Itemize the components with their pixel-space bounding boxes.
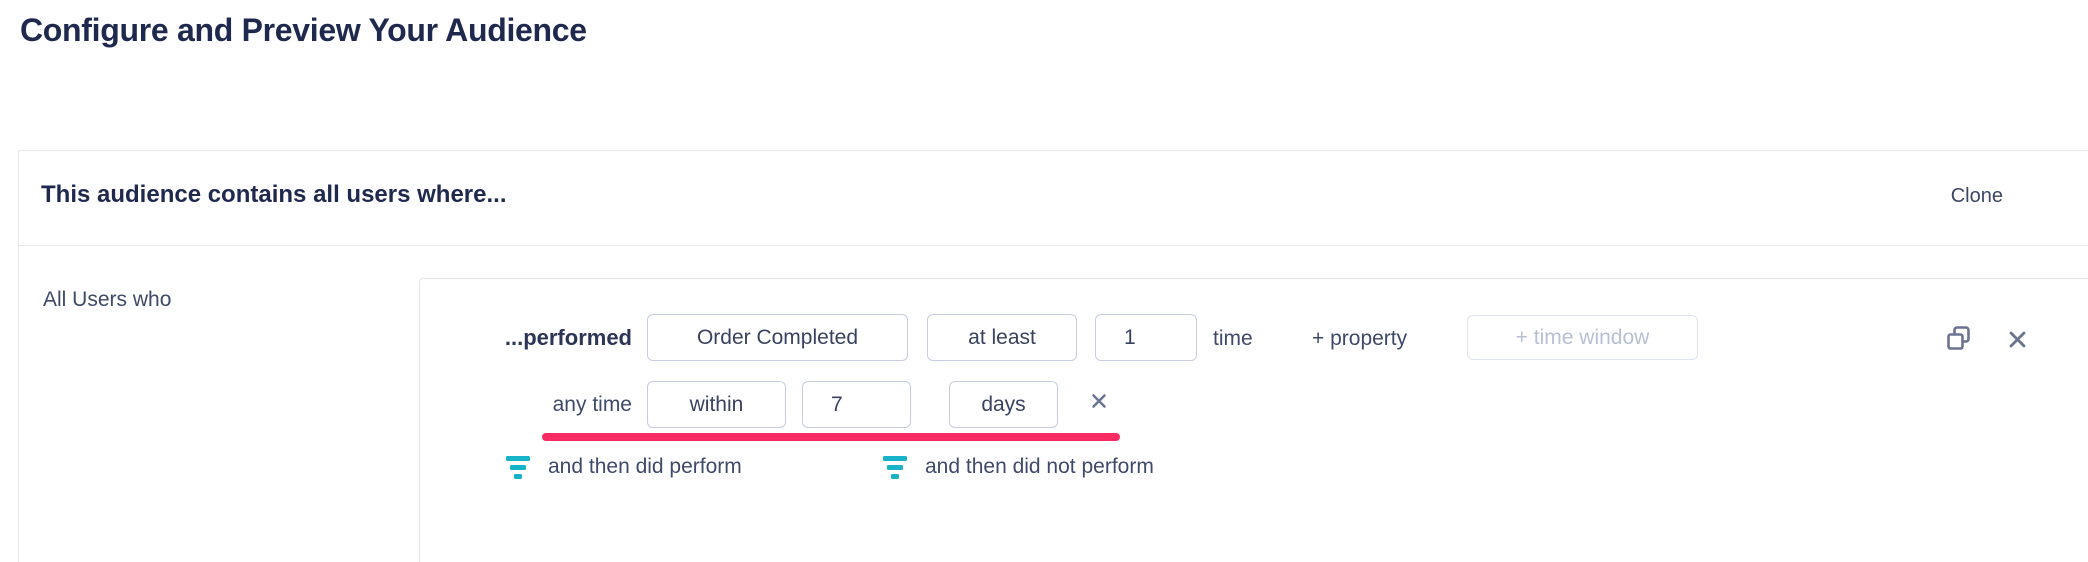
audience-panel: This audience contains all users where..… (18, 150, 2088, 562)
any-time-label: any time (552, 393, 632, 416)
time-window-unit-select[interactable]: days (949, 381, 1058, 428)
time-suffix-label: time (1213, 327, 1253, 350)
add-time-window-button[interactable]: + time window (1467, 315, 1698, 360)
frequency-count-input[interactable] (1095, 314, 1197, 361)
time-window-amount-input[interactable] (802, 381, 911, 428)
clone-button[interactable]: Clone (1950, 185, 2003, 207)
duplicate-icon (1946, 326, 1972, 355)
panel-body: All Users who ...performed Order Complet… (19, 246, 2088, 562)
and-then-did-not-perform-button[interactable]: and then did not perform (883, 455, 1154, 479)
frequency-operator-select[interactable]: at least (927, 314, 1077, 361)
funnel-icon (883, 455, 907, 479)
within-operator-select[interactable]: within (647, 381, 786, 428)
add-property-button[interactable]: + property (1312, 327, 1408, 350)
time-window-highlight-underline (542, 433, 1120, 441)
and-then-did-perform-label: and then did perform (548, 455, 742, 478)
panel-header: This audience contains all users where..… (19, 151, 2088, 246)
duplicate-condition-button[interactable] (1946, 325, 1972, 352)
close-icon (2008, 331, 2027, 352)
remove-time-window-button[interactable] (1091, 393, 1107, 409)
page-title: Configure and Preview Your Audience (20, 12, 587, 48)
performed-label: ...performed (504, 325, 632, 350)
close-icon (1091, 394, 1107, 412)
funnel-icon (506, 455, 530, 479)
and-then-did-not-perform-label: and then did not perform (925, 455, 1154, 478)
panel-title: This audience contains all users where..… (41, 181, 507, 208)
membership-label: All Users who (43, 288, 172, 311)
event-condition-card: ...performed Order Completed at least ti… (419, 278, 2088, 562)
event-select[interactable]: Order Completed (647, 314, 908, 361)
and-then-did-perform-button[interactable]: and then did perform (506, 455, 742, 479)
remove-condition-button[interactable] (2008, 330, 2027, 349)
